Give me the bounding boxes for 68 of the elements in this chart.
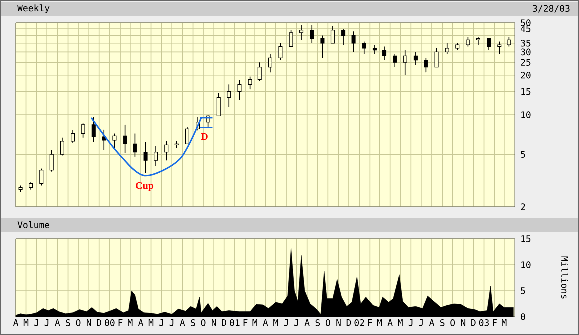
x-tick-label: M [377, 320, 382, 326]
y-tick-label: 15 [522, 88, 531, 96]
x-tick-label: J [294, 320, 298, 326]
x-tick-label: A [263, 320, 268, 326]
x-tick-label: O [450, 320, 456, 326]
x-tick-label: 00 [105, 320, 115, 326]
y-tick-label: 20 [521, 72, 531, 79]
x-tick-label: M [24, 320, 29, 326]
y-tick-label: 10 [522, 262, 531, 268]
x-tick-label: M [398, 320, 403, 326]
y-tick-label: 5 [521, 288, 526, 294]
x-tick-label: A [55, 320, 60, 326]
x-tick-label: D [472, 320, 476, 326]
y-tick-label: 30 [521, 48, 531, 56]
x-tick-label: F [368, 320, 372, 326]
x-tick-label: N [461, 320, 466, 326]
x-tick-label: N [336, 320, 341, 326]
x-tick-label: F [244, 320, 248, 326]
x-tick-label: S [66, 320, 70, 326]
x-tick-label: N [87, 320, 92, 326]
x-tick-label: A [13, 320, 19, 326]
x-tick-label: 03 [479, 320, 489, 326]
x-tick-label: A [429, 320, 435, 326]
x-tick-label: S [440, 320, 445, 326]
y-tick-label: 45 [520, 26, 531, 32]
y-tick-label: 5 [521, 151, 526, 158]
x-tick-label: J [419, 320, 423, 326]
x-tick-label: F [493, 320, 498, 326]
y-tick-label: 2 [521, 204, 526, 210]
x-tick-label: A [304, 320, 310, 326]
y-tick-label: 0 [521, 314, 526, 320]
x-tick-label: O [76, 320, 81, 326]
x-tick-label: F [118, 320, 123, 326]
chart-title: Weekly [18, 4, 50, 14]
x-tick-label: J [160, 320, 164, 326]
x-tick-label: A [138, 320, 144, 326]
y-tick-label: 50 [521, 20, 531, 26]
y-tick-label: 25 [521, 59, 531, 66]
annotation: D [201, 133, 208, 140]
x-tick-label: O [201, 320, 206, 326]
chart-title: Volume [18, 221, 50, 228]
x-tick-label: S [191, 320, 196, 326]
x-tick-label: M [252, 320, 258, 326]
text: 3/28/03 [533, 5, 570, 13]
x-tick-label: D [222, 320, 226, 326]
x-tick-label: J [44, 320, 49, 326]
x-tick-label: M [128, 320, 133, 326]
x-tick-label: D [346, 320, 352, 326]
y-tick-label: 35 [521, 40, 531, 47]
x-tick-label: M [502, 320, 507, 326]
x-tick-label: J [34, 320, 38, 326]
x-tick-label: D [97, 320, 102, 326]
y-tick-label: 15 [522, 236, 531, 242]
x-tick-label: A [180, 320, 186, 326]
x-tick-label: M [148, 320, 154, 326]
annotation: Cup [136, 182, 154, 192]
x-tick-label: N [212, 320, 216, 326]
y-axis-title: Millions [561, 256, 568, 299]
x-tick-label: J [408, 320, 413, 326]
x-tick-label: J [170, 320, 174, 326]
x-tick-label: J [284, 320, 288, 326]
x-tick-label: A [388, 320, 393, 326]
x-tick-label: 01 [230, 320, 240, 326]
y-tick-label: 10 [522, 112, 531, 118]
x-tick-label: S [316, 320, 320, 326]
x-tick-label: 02 [354, 320, 364, 326]
x-tick-label: O [326, 320, 330, 326]
x-tick-label: M [274, 320, 278, 326]
